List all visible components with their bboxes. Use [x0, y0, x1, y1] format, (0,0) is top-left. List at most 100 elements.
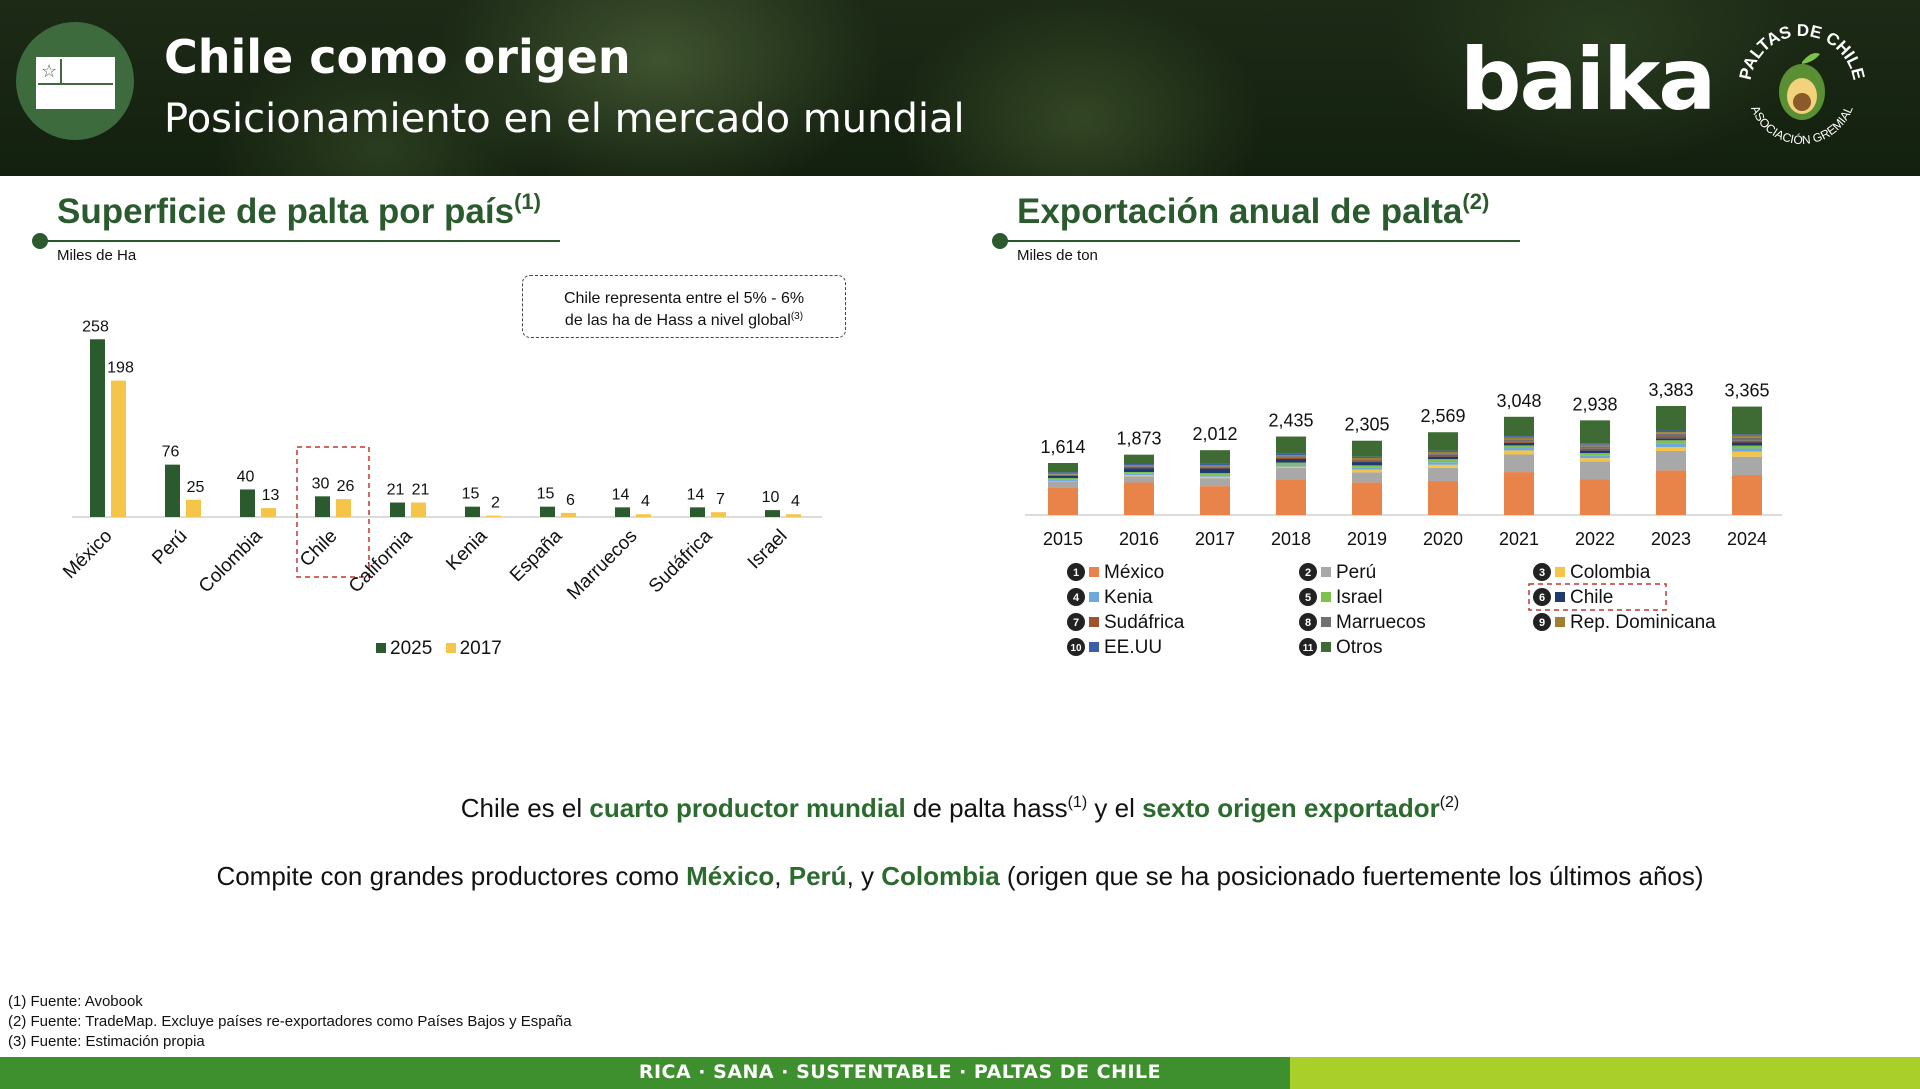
- bar-2017-israel: [786, 514, 801, 517]
- category-label-peru: Perú: [148, 526, 191, 569]
- footer-slogan: RICA · SANA · SUSTENTABLE · PALTAS DE CH…: [638, 1061, 1162, 1083]
- page-title: Chile como origen: [164, 30, 631, 84]
- segment-colombia-2015: [1048, 480, 1078, 482]
- legend-item-kenia: 4 Kenia: [1067, 587, 1153, 608]
- segment-otros-2018: [1276, 436, 1306, 454]
- bar-value-label: 15: [462, 486, 480, 503]
- segment-otros-2020: [1428, 432, 1458, 451]
- segment-chile-2024: [1732, 442, 1762, 446]
- year-label-2021: 2021: [1499, 529, 1539, 549]
- total-label-2023: 3,383: [1648, 380, 1693, 400]
- export-stacked-bar-chart: 1,614 2015 1,873 2016 2,012 2017 2,435 2018 2,30…: [1025, 380, 1782, 658]
- segment-otros-2023: [1656, 406, 1686, 431]
- segment-otros-2017: [1200, 450, 1230, 464]
- footnotes: (1) Fuente: Avobook (2) Fuente: TradeMap…: [8, 992, 572, 1052]
- unit-label-surface: Miles de Ha: [57, 247, 137, 264]
- section-title-surface: Superficie de palta por país(1): [57, 189, 541, 232]
- legend-swatch-marruecos: [1321, 617, 1331, 627]
- statement-line-2: Compite con grandes productores como Méx…: [216, 861, 1704, 891]
- segment-mexico-2017: [1200, 486, 1230, 515]
- bar-2017-mexico: [111, 380, 126, 517]
- segment-rep-dominicana-2015: [1048, 473, 1078, 475]
- section-underline-right: [1000, 240, 1520, 242]
- total-label-2016: 1,873: [1116, 429, 1161, 449]
- segment-rep-dominicana-2021: [1504, 437, 1534, 440]
- year-label-2016: 2016: [1119, 529, 1159, 549]
- segment-mexico-2015: [1048, 487, 1078, 515]
- bar-2025-chile: [315, 496, 330, 517]
- legend-rank-number: 3: [1539, 567, 1545, 579]
- segment-chile-2016: [1124, 468, 1154, 473]
- year-label-2020: 2020: [1423, 529, 1463, 549]
- bar-2025-mexico: [90, 339, 105, 517]
- segment-ee-uu-2018: [1276, 453, 1306, 456]
- bar-value-label: 2: [491, 495, 500, 512]
- segment-mexico-2016: [1124, 482, 1154, 515]
- bar-value-label: 4: [791, 493, 800, 510]
- bar-2017-peru: [186, 499, 201, 517]
- segment-marruecos-2019: [1352, 459, 1382, 461]
- segment-marruecos-2024: [1732, 437, 1762, 441]
- legend-label-sudafrica: Sudáfrica: [1104, 612, 1185, 633]
- segment-colombia-2023: [1656, 447, 1686, 451]
- segment-sudafrica-2022: [1580, 448, 1610, 451]
- bar-2017-california: [411, 502, 426, 517]
- total-label-2020: 2,569: [1420, 406, 1465, 426]
- legend-label-marruecos: Marruecos: [1336, 612, 1426, 633]
- segment-marruecos-2021: [1504, 439, 1534, 442]
- segment-israel-2024: [1732, 445, 1762, 449]
- legend-item-mexico: 1 México: [1067, 562, 1164, 583]
- legend-rank-number: 7: [1073, 617, 1079, 629]
- segment-colombia-2019: [1352, 469, 1382, 473]
- segment-peru-2018: [1276, 467, 1306, 480]
- segment-mexico-2018: [1276, 479, 1306, 515]
- segment-israel-2017: [1200, 473, 1230, 476]
- segment-israel-2016: [1124, 472, 1154, 474]
- legend-rank-badge: [1299, 613, 1317, 631]
- chile-share-note: Chile representa entre el 5% - 6% de las…: [522, 275, 846, 338]
- legend-item-marruecos: 8 Marruecos: [1299, 612, 1426, 633]
- header-banner: ☆ Chile como origen Posicionamiento en e…: [0, 0, 1920, 176]
- segment-kenia-2023: [1656, 443, 1686, 448]
- legend-rank-badge: [1067, 588, 1085, 606]
- bar-value-label: 21: [387, 482, 405, 499]
- surface-chart-legend: 2025 2017: [376, 638, 502, 660]
- segment-rep-dominicana-2022: [1580, 444, 1610, 447]
- legend-rank-badge: [1067, 613, 1085, 631]
- section-underline-left: [40, 240, 560, 242]
- year-label-2023: 2023: [1651, 529, 1691, 549]
- legend-swatch-israel: [1321, 592, 1331, 602]
- legend-rank-number: 11: [1303, 643, 1314, 654]
- page-subtitle: Posicionamiento en el mercado mundial: [164, 96, 965, 142]
- bar-2017-chile: [336, 499, 351, 517]
- legend-rank-number: 5: [1305, 592, 1311, 604]
- bar-value-label: 13: [262, 487, 280, 504]
- category-label-marruecos: Marruecos: [563, 526, 641, 604]
- total-label-2022: 2,938: [1572, 394, 1617, 414]
- legend-rank-badge: [1533, 613, 1551, 631]
- segment-marruecos-2016: [1124, 466, 1154, 467]
- total-label-2024: 3,365: [1724, 381, 1769, 401]
- footnote-3: (3) Fuente: Estimación propia: [8, 1033, 205, 1050]
- segment-chile-2021: [1504, 442, 1534, 446]
- bar-value-label: 4: [641, 493, 650, 510]
- bar-2025-colombia: [240, 489, 255, 517]
- total-label-2018: 2,435: [1268, 411, 1313, 431]
- category-label-espana: España: [506, 525, 567, 586]
- segment-peru-2017: [1200, 478, 1230, 487]
- segment-colombia-2020: [1428, 464, 1458, 468]
- segment-ee-uu-2020: [1428, 450, 1458, 453]
- legend-item-ee-uu: 10 EE.UU: [1067, 637, 1162, 658]
- legend-item-chile: 6 Chile: [1533, 587, 1613, 608]
- legend-swatch-ee-uu: [1089, 642, 1099, 652]
- legend-label-mexico: México: [1104, 562, 1164, 583]
- segment-otros-2016: [1124, 454, 1154, 465]
- segment-sudafrica-2024: [1732, 440, 1762, 443]
- bar-2025-sudafrica: [690, 507, 705, 517]
- segment-kenia-2024: [1732, 448, 1762, 452]
- unit-label-export: Miles de ton: [1017, 247, 1098, 264]
- legend-item-colombia: 3 Colombia: [1533, 562, 1651, 583]
- category-label-mexico: México: [59, 526, 116, 583]
- legend-rank-badge: [1533, 588, 1551, 606]
